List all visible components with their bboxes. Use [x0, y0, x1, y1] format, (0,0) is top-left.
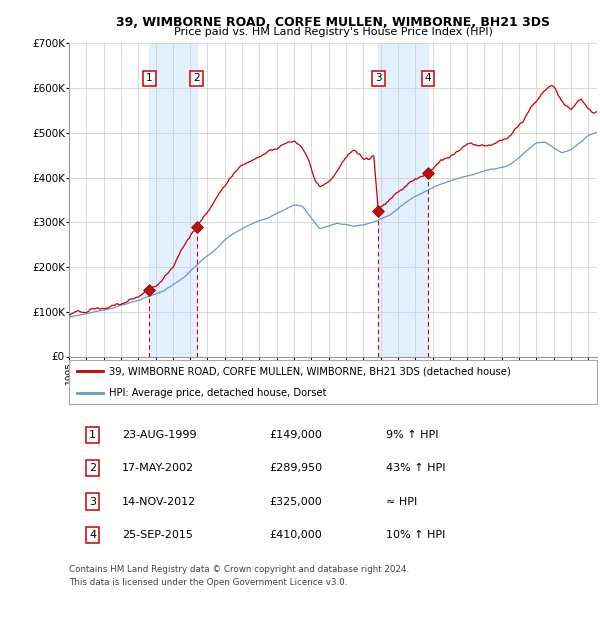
Text: 25-SEP-2015: 25-SEP-2015 — [122, 530, 193, 540]
Bar — [379, 43, 428, 356]
Text: HPI: Average price, detached house, Dorset: HPI: Average price, detached house, Dors… — [109, 388, 326, 397]
Text: £325,000: £325,000 — [269, 497, 322, 507]
Text: 10% ↑ HPI: 10% ↑ HPI — [386, 530, 445, 540]
Text: Price paid vs. HM Land Registry's House Price Index (HPI): Price paid vs. HM Land Registry's House … — [173, 27, 493, 37]
Bar — [149, 43, 197, 356]
Text: 39, WIMBORNE ROAD, CORFE MULLEN, WIMBORNE, BH21 3DS (detached house): 39, WIMBORNE ROAD, CORFE MULLEN, WIMBORN… — [109, 366, 511, 376]
Text: 3: 3 — [375, 73, 382, 84]
Text: £149,000: £149,000 — [269, 430, 323, 440]
Text: 3: 3 — [89, 497, 96, 507]
Text: £410,000: £410,000 — [269, 530, 322, 540]
Text: 17-MAY-2002: 17-MAY-2002 — [122, 463, 194, 473]
Text: 23-AUG-1999: 23-AUG-1999 — [122, 430, 196, 440]
Text: 43% ↑ HPI: 43% ↑ HPI — [386, 463, 445, 473]
Text: £289,950: £289,950 — [269, 463, 323, 473]
Text: 2: 2 — [193, 73, 200, 84]
Text: 14-NOV-2012: 14-NOV-2012 — [122, 497, 196, 507]
Text: 1: 1 — [89, 430, 96, 440]
Text: 2: 2 — [89, 463, 97, 473]
Text: 4: 4 — [89, 530, 97, 540]
Text: 1: 1 — [146, 73, 152, 84]
Text: ≈ HPI: ≈ HPI — [386, 497, 417, 507]
Text: 4: 4 — [425, 73, 431, 84]
Text: 9% ↑ HPI: 9% ↑ HPI — [386, 430, 438, 440]
Text: Contains HM Land Registry data © Crown copyright and database right 2024.
This d: Contains HM Land Registry data © Crown c… — [69, 564, 409, 587]
Text: 39, WIMBORNE ROAD, CORFE MULLEN, WIMBORNE, BH21 3DS: 39, WIMBORNE ROAD, CORFE MULLEN, WIMBORN… — [116, 16, 550, 29]
